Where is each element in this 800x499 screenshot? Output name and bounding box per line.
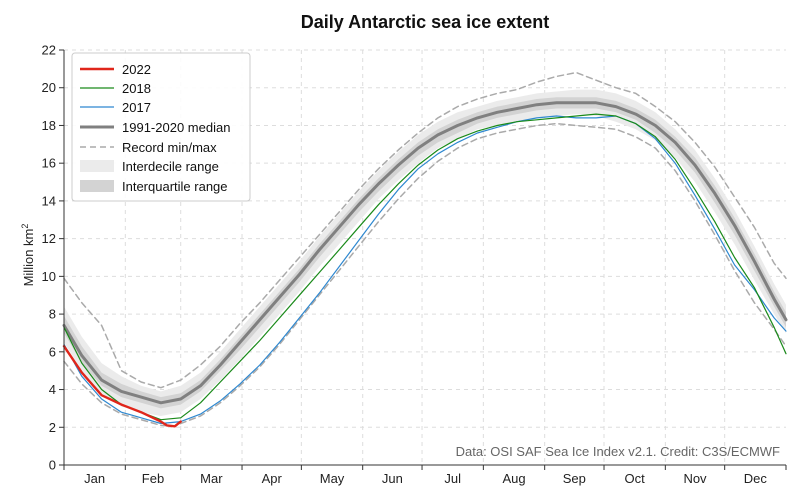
- y-tick-label: 16: [42, 156, 56, 171]
- x-tick-label-nov: Nov: [683, 471, 707, 486]
- y-tick-label: 18: [42, 118, 56, 133]
- legend: 2022 2018 2017 1991-2020 median Record m…: [71, 52, 251, 202]
- y-tick-labels: 0 2 4 6 8 10 12 14 16 18 20 22: [42, 43, 56, 473]
- legend-box: [71, 52, 251, 202]
- x-tick-label-jul: Jul: [444, 471, 461, 486]
- x-tick-label-jun: Jun: [382, 471, 403, 486]
- range-bands: [64, 89, 786, 416]
- x-tick-label-feb: Feb: [142, 471, 164, 486]
- chart-title: Daily Antarctic sea ice extent: [301, 12, 549, 32]
- y-tick-label: 14: [42, 193, 56, 208]
- y-tick-label: 2: [49, 420, 56, 435]
- x-tick-label-may: May: [320, 471, 345, 486]
- legend-label-2022: 2022: [122, 62, 151, 77]
- legend-label-interquartile: Interquartile range: [122, 179, 228, 194]
- legend-label-median: 1991-2020 median: [122, 120, 230, 135]
- x-tick-label-jan: Jan: [84, 471, 105, 486]
- y-tick-label: 8: [49, 307, 56, 322]
- record-max-line: [63, 71, 787, 389]
- y-tick-label: 0: [49, 458, 56, 473]
- legend-swatch-interdecile: [80, 160, 114, 172]
- y-tick-label: 10: [42, 269, 56, 284]
- data-credit: Data: OSI SAF Sea Ice Index v2.1. Credit…: [456, 444, 780, 459]
- y-axis-label: Million km2: [20, 224, 36, 287]
- legend-swatch-interquartile: [80, 180, 114, 192]
- series-2017-line: [63, 115, 787, 425]
- y-tick-label: 6: [49, 344, 56, 359]
- y-tick-label: 22: [42, 43, 56, 58]
- series-lines: [62, 71, 788, 428]
- series-2022-line: [62, 345, 182, 428]
- legend-label-interdecile: Interdecile range: [122, 159, 219, 174]
- x-tick-label-oct: Oct: [625, 471, 646, 486]
- legend-label-2017: 2017: [122, 100, 151, 115]
- x-tick-label-sep: Sep: [563, 471, 586, 486]
- median-line: [62, 101, 788, 405]
- x-tick-labels: Jan Feb Mar Apr May Jun Jul Aug Sep Oct Nov Dec: [84, 471, 767, 486]
- y-tick-label: 12: [42, 231, 56, 246]
- x-tick-label-apr: Apr: [262, 471, 283, 486]
- series-2018-line: [63, 113, 787, 421]
- x-tick-label-mar: Mar: [200, 471, 223, 486]
- y-tick-label: 20: [42, 80, 56, 95]
- axes: [59, 49, 787, 470]
- x-tick-label-dec: Dec: [744, 471, 768, 486]
- y-tick-label: 4: [49, 382, 56, 397]
- legend-label-2018: 2018: [122, 81, 151, 96]
- legend-label-record: Record min/max: [122, 140, 217, 155]
- x-tick-label-aug: Aug: [502, 471, 525, 486]
